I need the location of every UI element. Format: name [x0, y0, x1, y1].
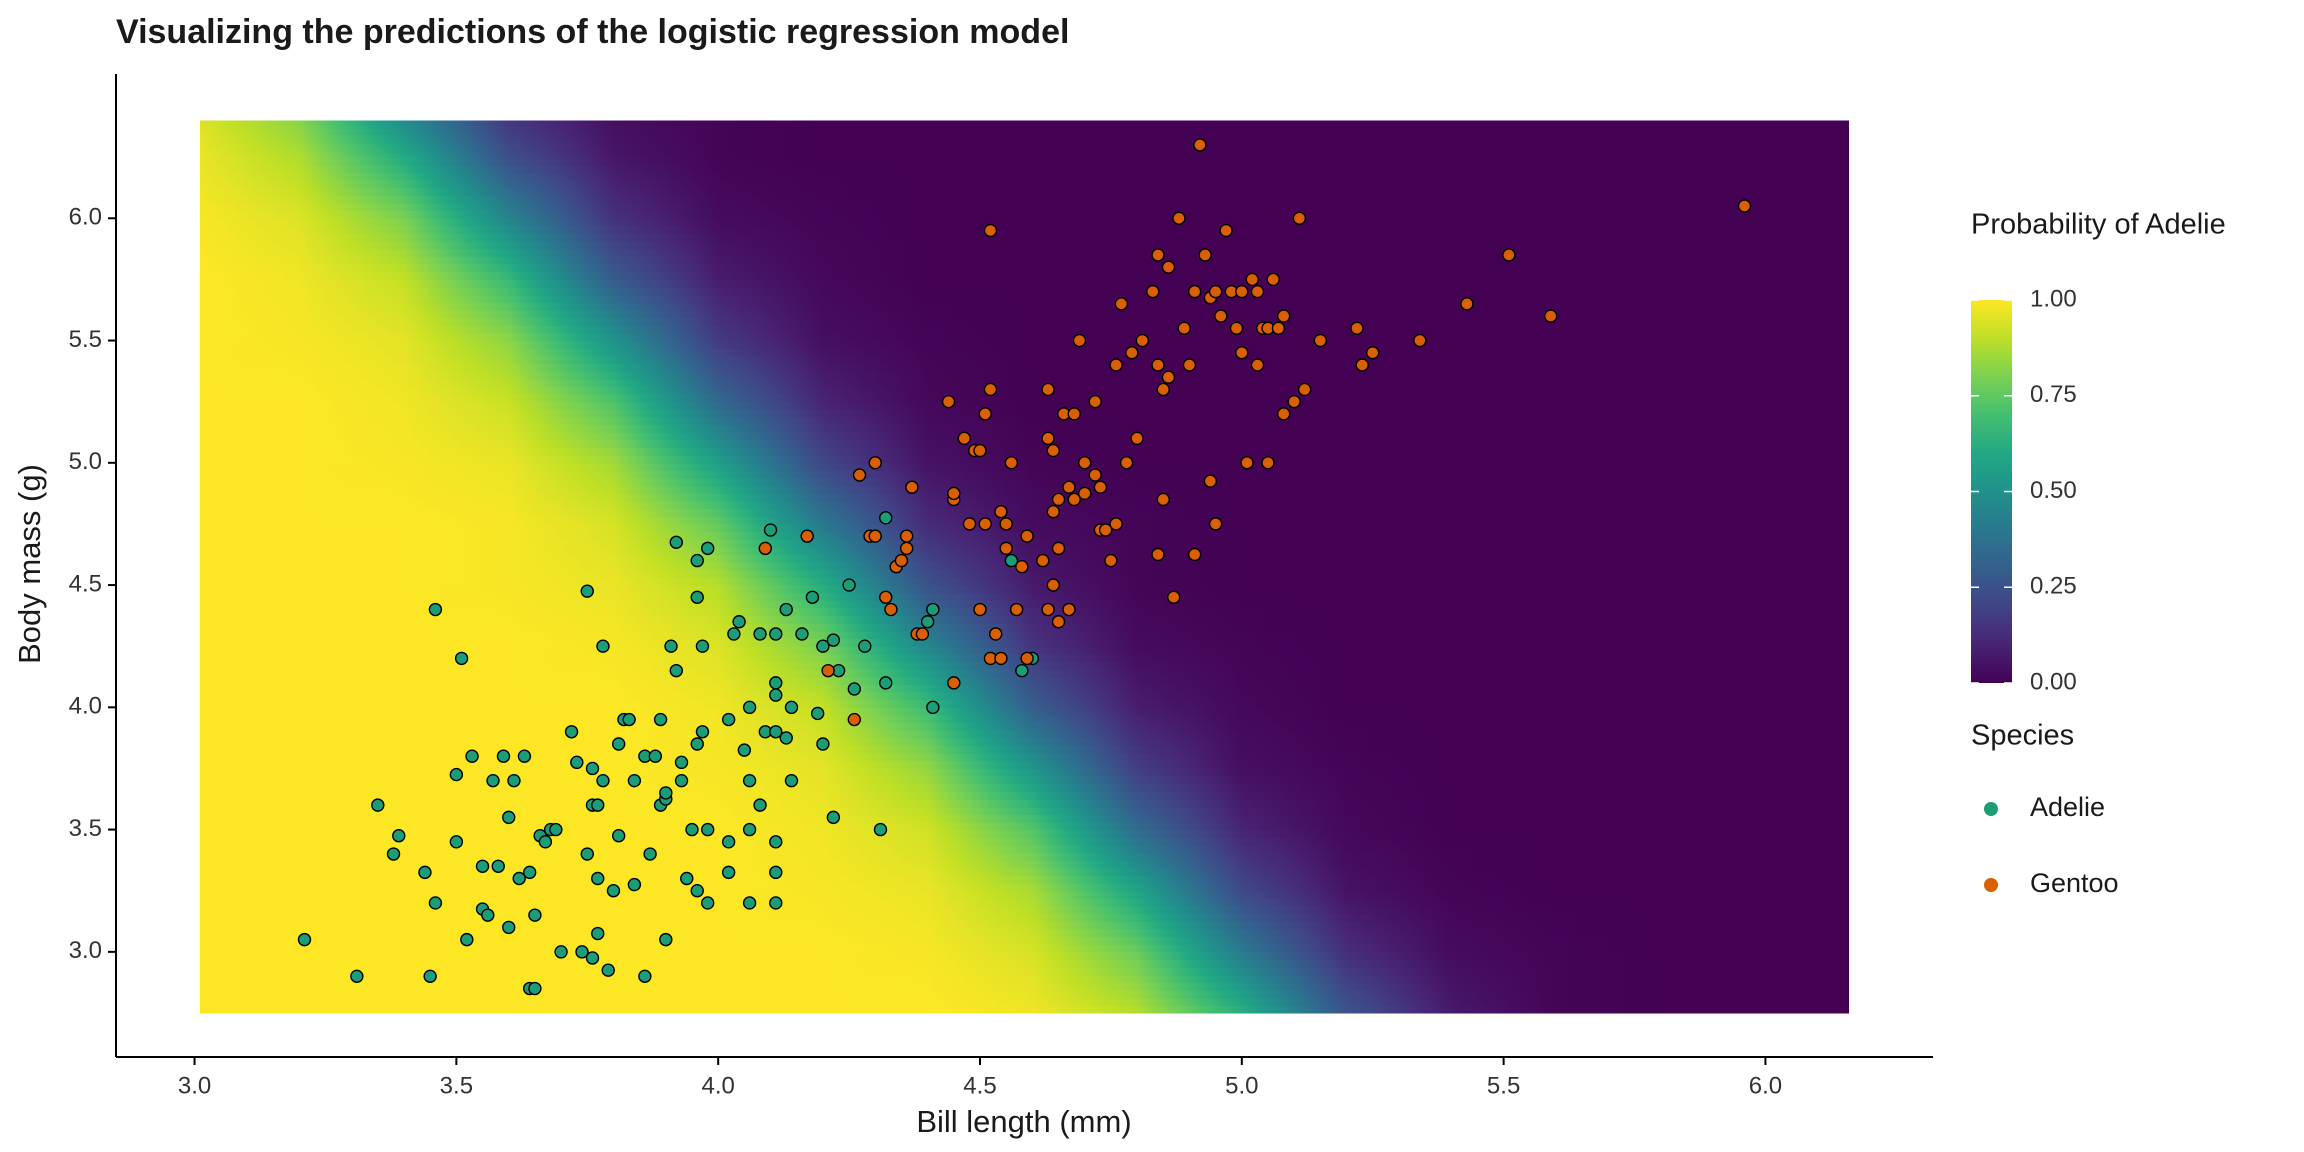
page: 3.0 3.5 4.0 4.5 5.0 5.5 6.0 3.0 3.5 4.0 4.5 5.0 5.5 6…	[12, 12, 2226, 1140]
chart: 3.0 3.5 4.0 4.5 5.0 5.5 6.03.03.54.04.55.05.56…	[12, 13, 2226, 1139]
